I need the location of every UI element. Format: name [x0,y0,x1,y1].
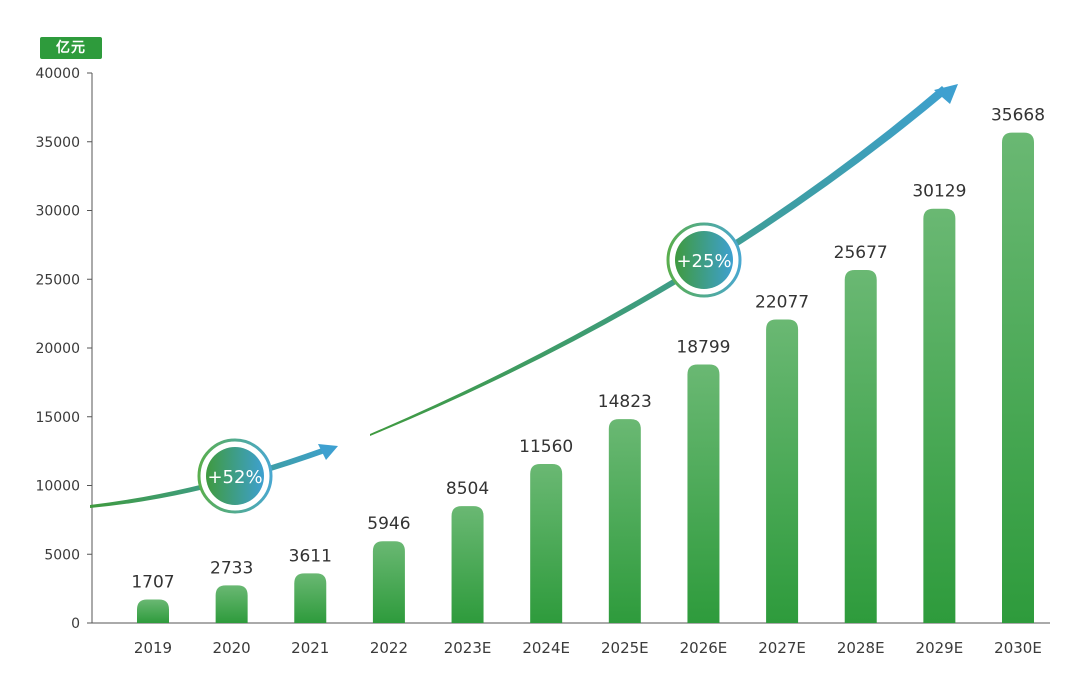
bar [137,599,169,623]
bar-value-label: 25677 [834,243,888,263]
bar [687,364,720,623]
y-tick-label: 25000 [35,272,80,288]
x-tick-label: 2030E [994,639,1042,657]
bar-value-label: 22077 [755,292,809,312]
bar-value-label: 30129 [912,182,966,202]
x-tick-label: 2029E [916,639,964,657]
bar-value-label: 2733 [210,558,253,578]
bar-value-label: 35668 [991,106,1045,126]
growth-arrows-layer: +52% +25% [90,84,958,514]
bar-value-label: 5946 [367,514,410,534]
x-tick-label: 2023E [444,639,492,657]
y-tick-label: 15000 [35,410,80,426]
y-tick-label: 10000 [35,479,80,495]
x-tick-label: 2025E [601,639,649,657]
growth-arrow-2-head [934,84,958,104]
y-tick-label: 30000 [35,204,80,220]
x-tick-label: 2028E [837,639,885,657]
growth-arrow-1-head [318,444,338,460]
growth-rate-label: +25% [676,251,731,272]
bar [923,208,956,623]
axes: 0 5000 10000 15000 20000 25000 30000 35000 40000 [35,66,1050,632]
x-tick-label: 2021 [291,639,329,657]
y-axis-unit-badge: 亿元 [40,37,102,59]
growth-arrow-1-shaft [90,448,328,508]
bar-value-label: 14823 [598,392,652,412]
bar [844,269,877,623]
bar [766,319,799,623]
bar [294,573,327,623]
y-tick-label: 20000 [35,341,80,357]
x-tick-label: 2026E [680,639,728,657]
bar [608,419,641,623]
y-tick-label: 40000 [35,66,80,82]
growth-badge-fill [675,231,733,289]
bar-value-label: 18799 [676,338,730,358]
growth-rate-label: +52% [207,467,262,488]
bar [451,506,484,623]
bars-layer: 1707 2019 2733 2020 3611 2021 5946 2022 8504 2023… [131,106,1045,657]
x-tick-label: 2020 [213,639,251,657]
bar [215,585,248,623]
x-tick-label: 2022 [370,639,408,657]
growth-badge-fill [206,447,264,505]
x-tick-label: 2019 [134,639,172,657]
bar-value-label: 11560 [519,437,573,457]
y-tick-label: 0 [71,616,80,632]
bar [372,541,405,623]
x-tick-label: 2024E [522,639,570,657]
bar [530,464,563,623]
bar-value-label: 8504 [446,479,489,499]
bar-value-label: 3611 [289,546,332,566]
x-tick-label: 2027E [758,639,806,657]
y-tick-label: 5000 [44,547,80,563]
bar [1002,132,1034,623]
y-tick-label: 35000 [35,135,80,151]
bar-value-label: 1707 [131,573,174,593]
